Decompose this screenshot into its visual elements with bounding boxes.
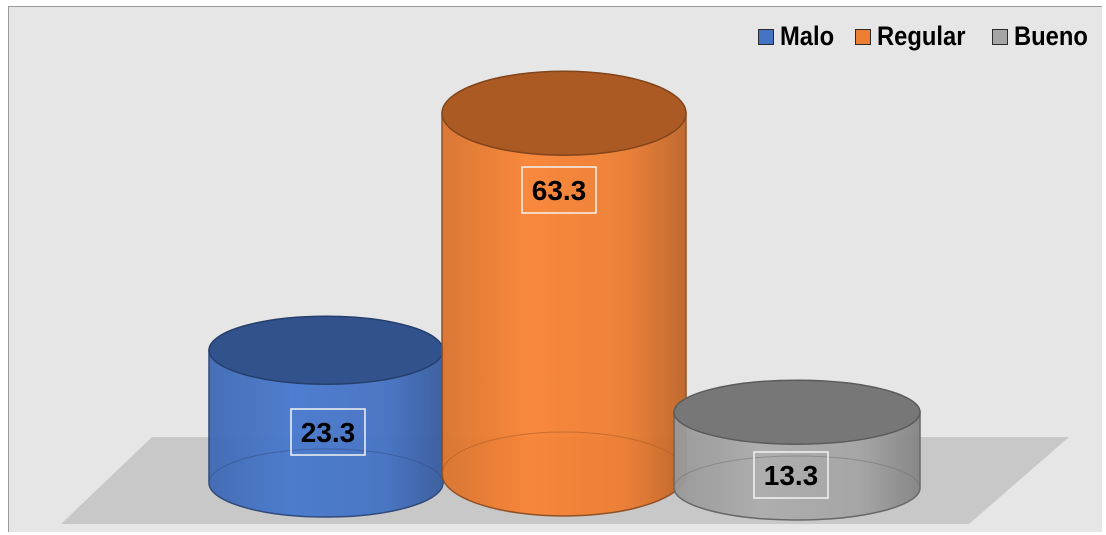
bar-bueno	[673, 379, 921, 521]
bar-base-rim-malo	[208, 448, 444, 484]
bar-body-regular	[441, 112, 687, 517]
value-label-box-regular	[521, 166, 597, 214]
legend-label-bueno: Bueno	[1014, 21, 1088, 51]
legend-swatch-bueno	[992, 28, 1008, 45]
chart-canvas: 23.3 63.3 13.3	[61, 70, 1069, 524]
bar-top-regular	[441, 70, 687, 156]
legend-swatch-malo	[757, 28, 774, 45]
value-label-bueno: 13.3	[764, 460, 819, 491]
legend-entry-malo: Malo	[757, 21, 842, 52]
value-label-box-malo	[290, 408, 366, 456]
chart-legend: Malo Regular Bueno	[757, 21, 1098, 52]
value-label-box-bueno	[753, 451, 829, 499]
bar-body-malo	[208, 349, 444, 518]
bar-base-rim-regular	[441, 431, 687, 475]
legend-label-regular: Regular	[877, 21, 966, 51]
bar-base-rim-bueno	[673, 455, 921, 489]
value-label-regular: 63.3	[532, 175, 587, 206]
legend-entry-bueno: Bueno	[992, 21, 1098, 52]
bar-top-bueno	[673, 379, 921, 445]
legend-swatch-regular	[855, 28, 872, 45]
legend-entry-regular: Regular	[855, 21, 978, 52]
chart-area: 23.3 63.3 13.3 Malo Regular Bueno	[8, 6, 1102, 532]
bar-top-malo	[208, 315, 444, 385]
labels-layer: 23.3 63.3 13.3	[290, 166, 829, 499]
value-label-malo: 23.3	[301, 417, 356, 448]
bars-layer	[208, 70, 921, 521]
bar-regular	[441, 70, 687, 517]
legend-label-malo: Malo	[779, 21, 835, 51]
bar-malo	[208, 315, 444, 518]
